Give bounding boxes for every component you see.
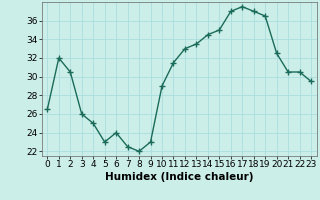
X-axis label: Humidex (Indice chaleur): Humidex (Indice chaleur) xyxy=(105,172,253,182)
